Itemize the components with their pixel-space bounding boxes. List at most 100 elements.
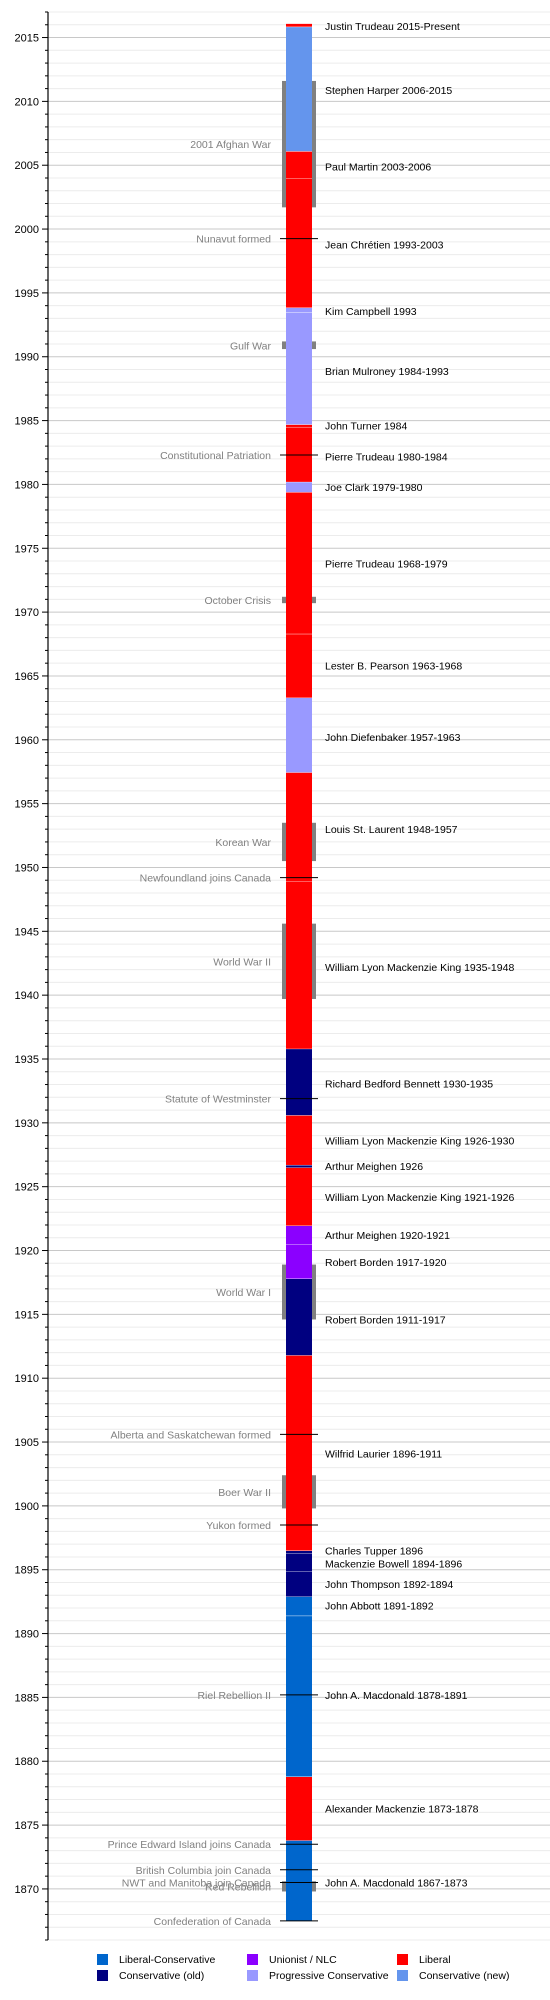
y-tick-label: 1920	[15, 1246, 39, 1258]
pm-label: Pierre Trudeau 1968-1979	[325, 559, 448, 571]
pm-label: Mackenzie Bowell 1894-1896	[325, 1558, 462, 1570]
term-bar	[286, 307, 312, 313]
y-tick-label: 1895	[15, 1565, 39, 1577]
event-label: Newfoundland joins Canada	[140, 873, 272, 885]
y-tick-label: 1915	[15, 1309, 39, 1321]
y-tick-label: 1945	[15, 926, 39, 938]
event-label: Red Rebellion	[205, 1881, 271, 1893]
event-label: Prince Edward Island joins Canada	[108, 1839, 272, 1851]
term-bar	[286, 1278, 312, 1356]
event-label: Nunavut formed	[196, 234, 271, 246]
y-tick-label: 2000	[15, 224, 39, 236]
event-label: Korean War	[215, 837, 271, 849]
term-bar	[286, 1840, 312, 1921]
y-tick-label: 1995	[15, 288, 39, 300]
term-bar	[286, 151, 312, 179]
y-tick-label: 1970	[15, 607, 39, 619]
pm-label: John Diefenbaker 1957-1963	[325, 732, 461, 744]
term-bar	[286, 1048, 312, 1116]
event-span-bars	[282, 80, 316, 1892]
pm-label: Alexander Mackenzie 1873-1878	[325, 1803, 479, 1815]
pm-label: Charles Tupper 1896	[325, 1546, 423, 1558]
term-bar	[286, 23, 312, 27]
event-span-right	[312, 1264, 316, 1320]
event-span-right	[312, 1881, 316, 1892]
term-bar	[286, 1244, 312, 1279]
pm-label: Robert Borden 1917-1920	[325, 1257, 447, 1269]
pm-labels: John A. Macdonald 1867-1873 Alexander Mac…	[325, 21, 514, 1889]
pm-label: Wilfrid Laurier 1896-1911	[325, 1449, 442, 1461]
legend-swatch	[247, 1970, 258, 1981]
term-bar	[286, 26, 312, 152]
pm-label: William Lyon Mackenzie King 1926-1930	[325, 1136, 514, 1148]
y-tick-label: 1885	[15, 1692, 39, 1704]
y-tick-label: 1990	[15, 352, 39, 364]
y-tick-label: 2005	[15, 160, 39, 172]
y-tick-label: 1965	[15, 671, 39, 683]
event-span-right	[312, 80, 316, 208]
pm-label: Justin Trudeau 2015-Present	[325, 21, 460, 33]
term-bar	[286, 178, 312, 308]
term-bar	[286, 1167, 312, 1226]
term-bar	[286, 1355, 312, 1551]
pm-label: Pierre Trudeau 1980-1984	[325, 451, 448, 463]
term-bar	[286, 881, 312, 1049]
event-label: Alberta and Saskatchewan formed	[110, 1429, 271, 1441]
y-axis: 1870 1875 1880 1885 1890 1895 1900 1905 1910 1915…	[15, 11, 49, 1941]
event-span-right	[312, 1475, 316, 1509]
term-bar	[286, 1550, 312, 1554]
event-markers: Red Rebellion Boer War II World War I World…	[108, 139, 318, 1928]
legend-label: Conservative (new)	[419, 1970, 509, 1982]
pm-label: John Abbott 1891-1892	[325, 1600, 434, 1612]
y-tick-label: 1905	[15, 1437, 39, 1449]
y-tick-label: 1940	[15, 990, 39, 1002]
pm-label: William Lyon Mackenzie King 1921-1926	[325, 1192, 514, 1204]
pm-label: Arthur Meighen 1926	[325, 1161, 423, 1173]
legend-label: Progressive Conservative	[269, 1970, 389, 1982]
y-tick-label: 1900	[15, 1501, 39, 1513]
legend-swatch	[97, 1954, 108, 1965]
event-span-right	[312, 341, 316, 350]
pm-label: Robert Borden 1911-1917	[325, 1314, 446, 1326]
pm-label: William Lyon Mackenzie King 1935-1948	[325, 962, 514, 974]
y-tick-label: 1910	[15, 1373, 39, 1385]
legend-label: Conservative (old)	[119, 1970, 204, 1982]
y-tick-label: 1875	[15, 1820, 39, 1832]
event-span-right	[312, 596, 316, 604]
pm-label: John Turner 1984	[325, 421, 407, 433]
term-bar	[286, 1553, 312, 1571]
term-bar	[286, 1164, 312, 1168]
term-bar	[286, 1615, 312, 1777]
pm-label: Arthur Meighen 1920-1921	[325, 1230, 450, 1242]
event-span-left	[282, 596, 286, 604]
legend-label: Liberal	[419, 1954, 451, 1966]
term-bar	[286, 1225, 312, 1245]
y-tick-label: 1890	[15, 1629, 39, 1641]
legend-swatch	[397, 1954, 408, 1965]
event-label: Gulf War	[230, 340, 272, 352]
term-bar	[286, 426, 312, 482]
event-label: Constitutional Patriation	[160, 450, 271, 462]
y-tick-label: 1950	[15, 862, 39, 874]
event-span-left	[282, 923, 286, 999]
event-label: Boer War II	[218, 1487, 271, 1499]
y-tick-label: 1975	[15, 543, 39, 555]
event-label: October Crisis	[204, 595, 271, 607]
legend: Liberal-Conservative Conservative (old) Un…	[97, 1954, 509, 1982]
term-bar	[286, 697, 312, 773]
term-bar	[286, 1570, 312, 1597]
pm-label: John Thompson 1892-1894	[325, 1579, 453, 1591]
event-label: World War I	[216, 1287, 271, 1299]
event-label: 2001 Afghan War	[190, 139, 271, 151]
term-bar	[286, 492, 312, 634]
event-label: British Columbia join Canada	[136, 1865, 272, 1877]
term-bar	[286, 1596, 312, 1616]
pm-label: Louis St. Laurent 1948-1957	[325, 824, 458, 836]
y-tick-label: 1925	[15, 1182, 39, 1194]
pm-label: Paul Martin 2003-2006	[325, 161, 431, 173]
legend-swatch	[397, 1970, 408, 1981]
y-tick-label: 1980	[15, 479, 39, 491]
term-bar	[286, 1115, 312, 1165]
y-tick-label: 1935	[15, 1054, 39, 1066]
